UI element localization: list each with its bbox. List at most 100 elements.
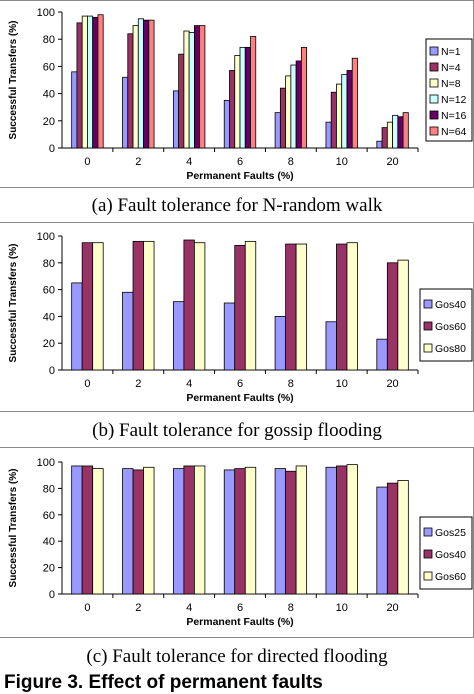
bar	[295, 60, 302, 149]
legend-swatch	[429, 78, 439, 88]
bar	[392, 114, 399, 149]
legend-swatch	[423, 343, 433, 353]
y-tick-label: 40	[43, 89, 55, 101]
x-axis-label: Permanent Faults (%)	[186, 170, 293, 182]
x-tick-label: 10	[336, 602, 348, 614]
bar	[290, 64, 297, 149]
bar	[122, 76, 129, 149]
y-tick-label: 80	[43, 483, 55, 495]
y-tick-label: 60	[43, 510, 55, 522]
bar	[172, 301, 185, 371]
x-axis-label: Permanent Faults (%)	[186, 392, 293, 404]
bar	[71, 465, 83, 595]
bar	[76, 22, 83, 149]
bar	[285, 470, 297, 595]
bar	[127, 33, 134, 149]
legend-swatch	[423, 549, 433, 559]
bar	[346, 464, 358, 595]
bar	[325, 466, 337, 595]
bar	[183, 465, 195, 595]
legend-swatch	[429, 94, 439, 104]
bar	[351, 57, 358, 149]
y-tick-label: 20	[43, 563, 55, 575]
bar	[239, 46, 246, 149]
bar	[336, 83, 343, 149]
legend-label: N=12	[441, 94, 467, 106]
figure-label: Figure 3. Effect of permanent faults	[4, 672, 323, 693]
chart-c: 0 20 40 60 80 100 0 2 4 6 8 10 20 Permanent Faults (%…	[8, 457, 473, 628]
legend-box	[425, 38, 473, 142]
x-tick-label: 4	[186, 156, 192, 168]
y-tick-label: 60	[43, 61, 55, 73]
y-tick-label: 20	[43, 338, 55, 350]
legend-swatch	[429, 62, 439, 72]
chart-a-frame: 0 20 40 60 80 100 0 2 4 6 8 10 20 Permanent Faults (%…	[0, 0, 474, 188]
bar	[92, 468, 104, 595]
bar	[285, 243, 297, 371]
bar	[376, 338, 388, 371]
bar	[199, 25, 206, 149]
x-tick-label: 8	[288, 156, 294, 168]
x-tick-label: 2	[135, 602, 141, 614]
legend-swatch	[423, 571, 433, 581]
legend-label: Gos25	[435, 527, 466, 539]
legend-label: Gos40	[435, 549, 466, 561]
bar	[81, 15, 88, 149]
y-tick-label: 80	[43, 34, 55, 46]
legend-swatch	[429, 46, 439, 56]
bar	[397, 259, 409, 371]
y-tick-label: 40	[43, 311, 55, 323]
y-tick-label: 100	[37, 457, 55, 469]
legend-label: N=16	[441, 110, 467, 122]
bar	[336, 465, 348, 595]
y-tick-label: 100	[37, 231, 55, 243]
y-tick-label: 80	[43, 258, 55, 270]
caption-b: (b) Fault tolerance for gossip flooding	[92, 420, 382, 441]
bar	[250, 36, 257, 149]
bar	[386, 121, 393, 149]
bar	[71, 282, 83, 371]
x-tick-label: 8	[288, 602, 294, 614]
x-axis-label: Permanent Faults (%)	[186, 616, 293, 628]
y-axis-label: Successful Transfers (%)	[8, 469, 19, 588]
legend-swatch	[429, 126, 439, 136]
bar	[402, 112, 409, 149]
bar	[71, 71, 78, 149]
legend-label: Gos80	[435, 343, 466, 355]
bar	[188, 31, 195, 149]
y-tick-label: 0	[49, 589, 55, 601]
bar	[279, 87, 287, 149]
chart-c-frame: 0 20 40 60 80 100 0 2 4 6 8 10 20 Permanent Faults (%…	[0, 447, 474, 638]
bar	[234, 468, 246, 595]
legend-label: Gos40	[435, 299, 466, 311]
bar	[386, 262, 399, 371]
x-tick-label: 0	[84, 602, 90, 614]
bar	[172, 90, 180, 149]
x-tick-label: 6	[237, 156, 243, 168]
x-tick-label: 20	[386, 156, 398, 168]
y-axis-label: Successful Transfers (%)	[8, 244, 19, 363]
y-tick-label: 60	[43, 285, 55, 297]
legend-label: N=8	[441, 78, 461, 90]
x-tick-label: 8	[288, 378, 294, 390]
bar	[285, 75, 292, 149]
bar	[132, 240, 144, 371]
legend-swatch	[423, 321, 433, 331]
bar	[244, 466, 257, 595]
legend-swatch	[423, 299, 433, 309]
bar	[223, 469, 236, 595]
x-tick-label: 4	[186, 602, 192, 614]
legend-swatch	[423, 527, 433, 537]
bar	[122, 291, 134, 371]
bar	[178, 53, 185, 149]
bar	[300, 46, 308, 149]
bar	[244, 46, 251, 149]
bar	[397, 116, 404, 149]
bar	[325, 121, 332, 149]
bar	[223, 100, 230, 149]
chart-a: 0 20 40 60 80 100 0 2 4 6 8 10 20 Permanent Faults (%…	[8, 7, 473, 182]
legend-label: N=4	[441, 62, 461, 74]
x-tick-label: 10	[336, 156, 348, 168]
x-tick-label: 20	[386, 602, 398, 614]
chart-b: 0 20 40 60 80 100 0 2 4 6 8 10 20 Permanent Faults (%…	[8, 231, 473, 404]
